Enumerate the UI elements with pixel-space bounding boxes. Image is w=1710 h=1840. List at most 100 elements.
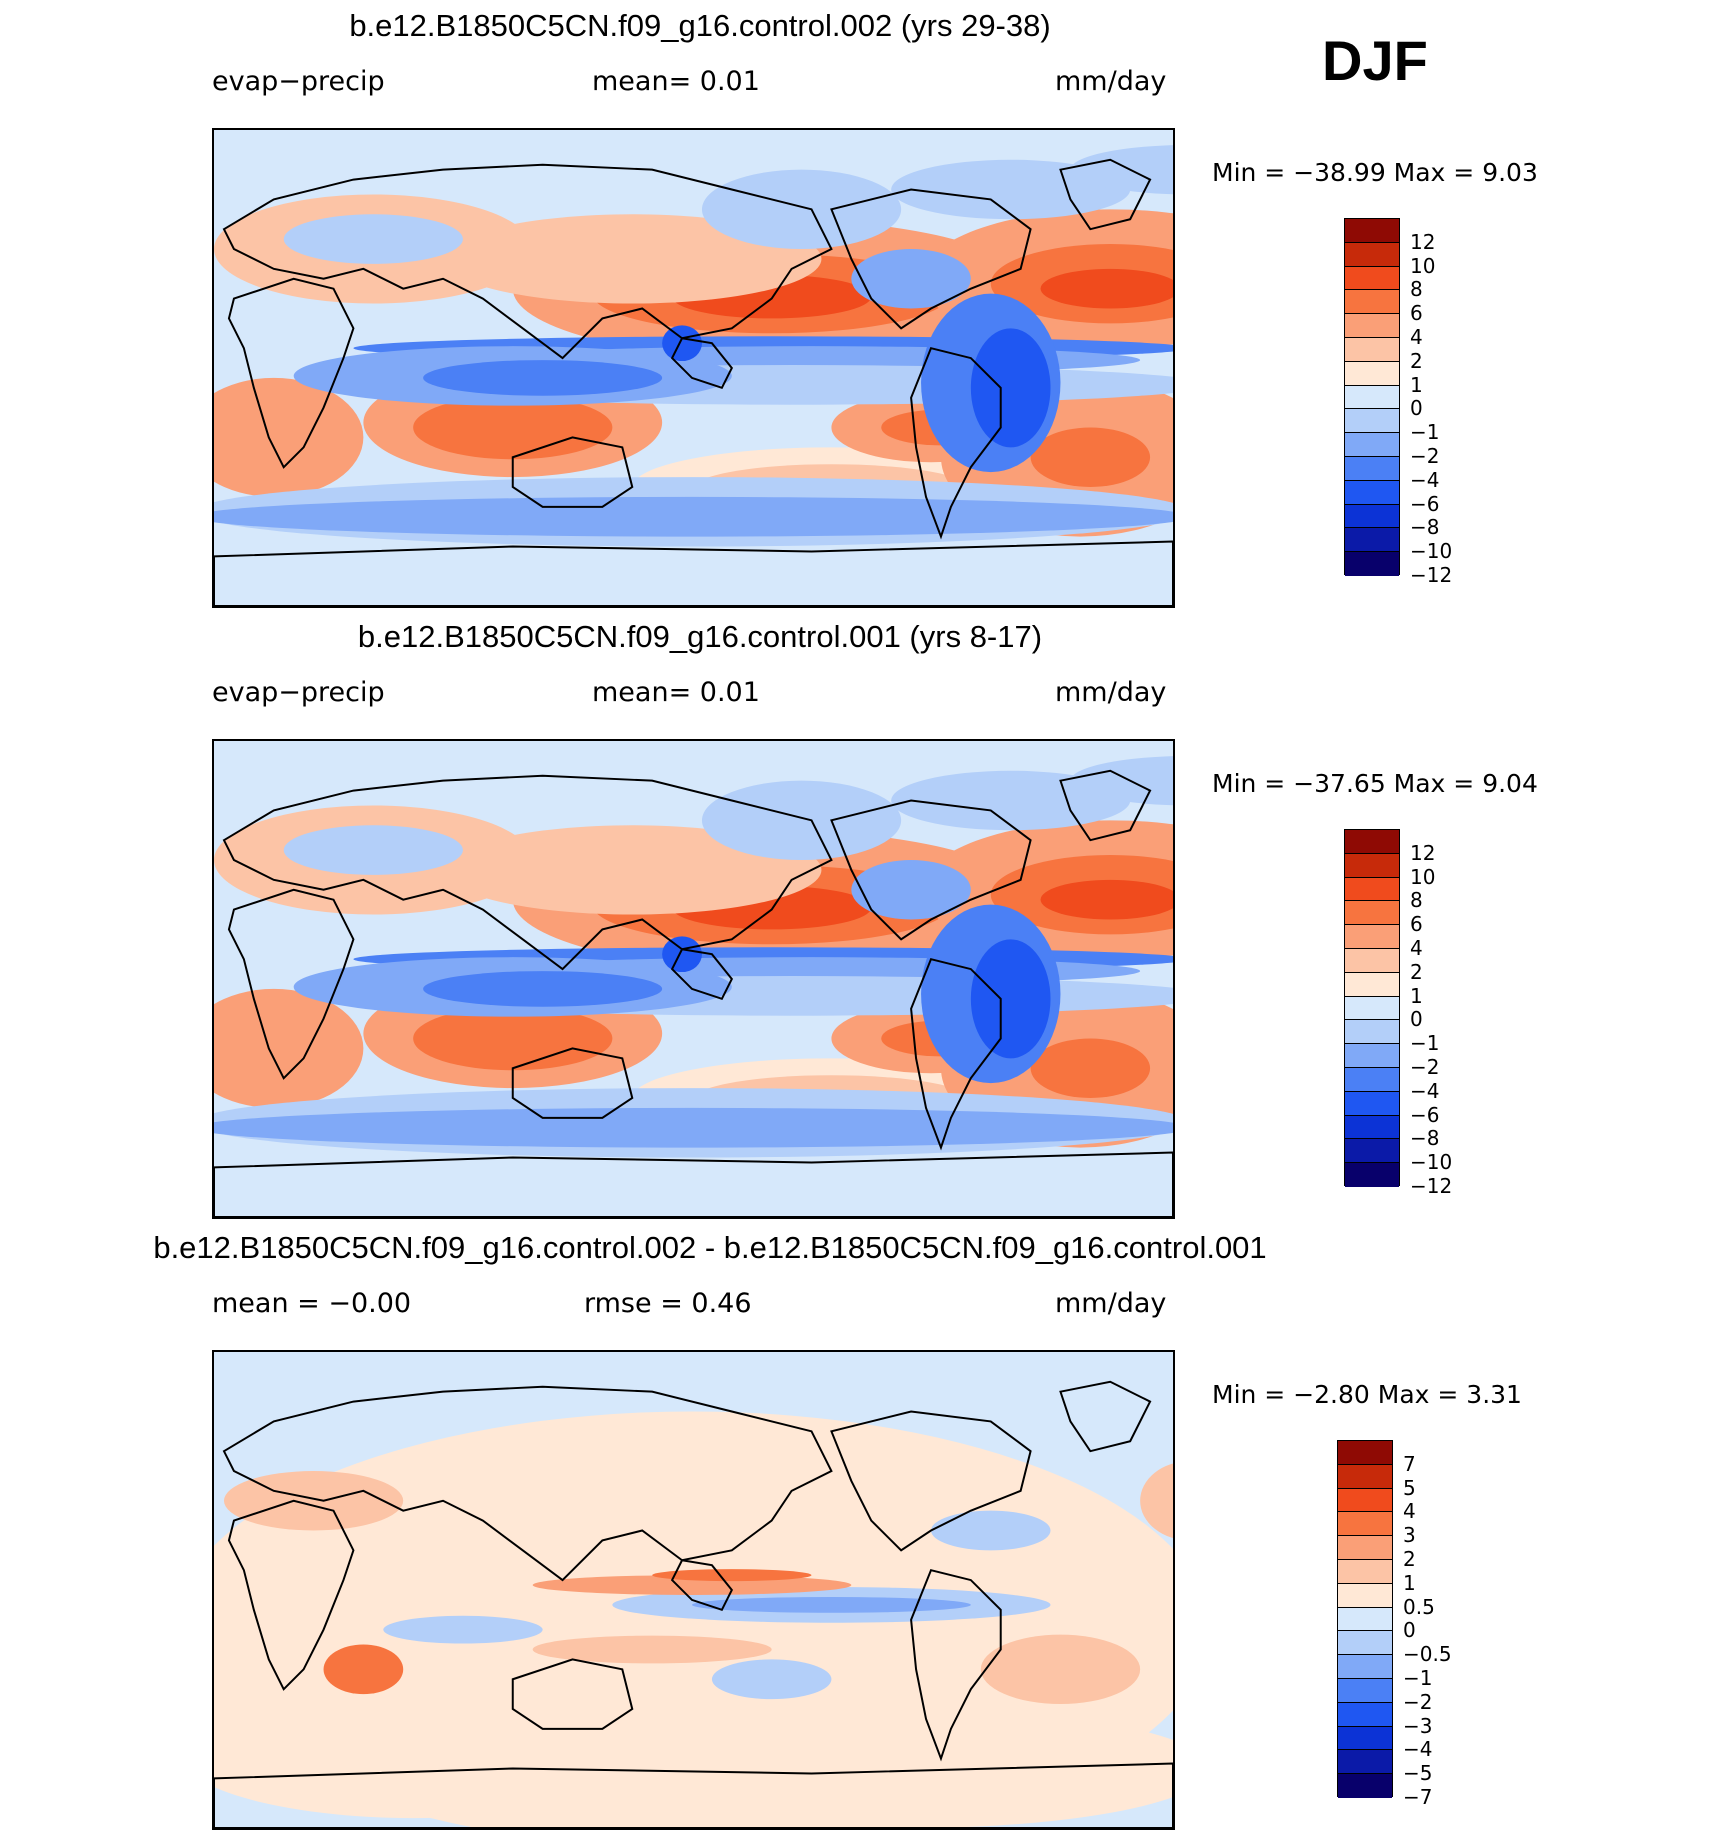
mean-label: mean = −0.00	[212, 1288, 412, 1319]
colorbar-segment	[1345, 480, 1399, 505]
colorbar-tick-label: 8	[1410, 277, 1423, 302]
panel-title: b.e12.B1850C5CN.f09_g16.control.001 (yrs…	[357, 619, 1043, 654]
colorbar-segment	[1338, 1464, 1392, 1489]
min-max-label: Min = −38.99 Max = 9.03	[1212, 158, 1538, 187]
colorbar-segment	[1338, 1559, 1392, 1584]
colorbar-tick-label: 6	[1410, 301, 1423, 326]
min-max-label: Min = −2.80 Max = 3.31	[1212, 1380, 1522, 1409]
coastline	[670, 948, 734, 1001]
contour-region	[851, 249, 971, 309]
colorbar-box	[1344, 218, 1400, 576]
colorbar-segment	[1345, 433, 1399, 457]
colorbar-segment	[1345, 290, 1399, 315]
contour-region	[1070, 756, 1173, 806]
colorbar-segment	[1338, 1726, 1392, 1751]
colorbar-tick-label: 10	[1410, 253, 1436, 278]
colorbar-segment	[1345, 1044, 1399, 1068]
colorbar-tick-label: 4	[1410, 325, 1423, 349]
coastline	[214, 1151, 1173, 1217]
colorbar-segment	[1345, 337, 1399, 362]
min-max-label: Min = −37.65 Max = 9.04	[1212, 769, 1538, 798]
panel-title: b.e12.B1850C5CN.f09_g16.control.002 (yrs…	[349, 8, 1051, 43]
coastline	[830, 799, 1032, 941]
colorbar-tick-label: 0.5	[1403, 1594, 1435, 1619]
colorbar-tick-label: −8	[1410, 515, 1440, 540]
colorbar-segment	[1345, 877, 1399, 902]
contour-region	[283, 825, 463, 875]
coastline	[214, 540, 1173, 606]
colorbar-tick-label: 2	[1403, 1547, 1416, 1571]
coastline	[1059, 158, 1152, 231]
variable-label: evap−precip	[212, 66, 385, 97]
colorbar-segment	[1338, 1488, 1392, 1513]
colorbar-tick-label: −1	[1410, 420, 1440, 445]
coastline	[511, 1047, 634, 1119]
contour-region	[223, 1471, 404, 1531]
colorbar-segment	[1345, 266, 1399, 291]
variable-label: evap−precip	[212, 677, 385, 708]
colorbar-tick-label: −6	[1410, 491, 1440, 516]
colorbar-tick-label: −6	[1410, 1102, 1440, 1127]
colorbar-tick-label: −2	[1410, 1055, 1440, 1079]
colorbar-tick-label: 3	[1403, 1523, 1416, 1548]
colorbar-box	[1344, 829, 1400, 1187]
colorbar-tick-label: 7	[1403, 1451, 1416, 1476]
coastline	[511, 1658, 634, 1730]
contour-region	[891, 770, 1131, 831]
contour-region	[413, 1006, 613, 1071]
season-label: DJF	[1322, 29, 1428, 92]
coastline	[910, 346, 1002, 540]
panel-difference: b.e12.B1850C5CN.f09_g16.control.002 - b.…	[0, 1230, 1710, 1840]
contour-region	[532, 1635, 772, 1664]
contour-region	[214, 377, 364, 497]
contour-region	[323, 1644, 404, 1695]
colorbar-segment	[1338, 1702, 1392, 1727]
panel-control-002: b.e12.B1850C5CN.f09_g16.control.002 (yrs…	[0, 8, 1710, 618]
coastline	[511, 436, 634, 508]
colorbar-segment	[1345, 948, 1399, 973]
colorbar-segment	[1338, 1678, 1392, 1703]
colorbar-tick-label: −7	[1403, 1785, 1433, 1809]
colorbar-tick-label: 1	[1410, 983, 1423, 1008]
colorbar-segment	[1338, 1774, 1392, 1798]
colorbar-tick-label: −4	[1410, 467, 1440, 492]
colorbar-tick-label: −4	[1410, 1078, 1440, 1103]
colorbar-segment	[1345, 1020, 1399, 1045]
contour-region	[662, 936, 702, 973]
colorbar-tick-label: 10	[1410, 864, 1436, 889]
colorbar-tick-label: 4	[1410, 936, 1423, 960]
colorbar-tick-label: −1	[1403, 1666, 1433, 1690]
contour-region	[1140, 1463, 1173, 1539]
colorbar-box	[1337, 1440, 1393, 1798]
map-field	[212, 739, 1175, 1219]
colorbar-segment	[1345, 925, 1399, 949]
colorbar-tick-label: −12	[1410, 563, 1453, 587]
colorbar-segment	[1345, 361, 1399, 386]
contour-region	[701, 169, 902, 249]
colorbar-tick-label: 1	[1403, 1570, 1416, 1595]
contour-region	[443, 825, 822, 915]
colorbar-segment	[1338, 1512, 1392, 1537]
contour-region	[214, 1679, 653, 1819]
coastline	[830, 188, 1032, 330]
colorbar-tick-label: −2	[1403, 1689, 1433, 1714]
map-field	[212, 128, 1175, 608]
colorbar-segment	[1338, 1750, 1392, 1775]
contour-region	[1030, 427, 1151, 487]
coastline	[830, 1410, 1032, 1552]
contour-region	[1040, 268, 1173, 309]
colorbar-tick-label: 6	[1410, 912, 1423, 937]
colorbar-tick-label: −10	[1410, 539, 1453, 564]
contour-region	[701, 780, 902, 860]
colorbar-segment	[1345, 409, 1399, 434]
colorbar-segment	[1345, 1067, 1399, 1092]
colorbar-segment	[1345, 314, 1399, 338]
colorbar-tick-label: 2	[1410, 348, 1423, 373]
rmse-label: rmse = 0.46	[584, 1288, 752, 1319]
colorbar-segment	[1345, 901, 1399, 926]
colorbar-tick-label: 12	[1410, 229, 1436, 254]
units-label: mm/day	[1055, 677, 1167, 708]
coastline	[214, 1762, 1173, 1828]
contour-region	[443, 214, 822, 304]
colorbar-segment	[1338, 1441, 1392, 1465]
